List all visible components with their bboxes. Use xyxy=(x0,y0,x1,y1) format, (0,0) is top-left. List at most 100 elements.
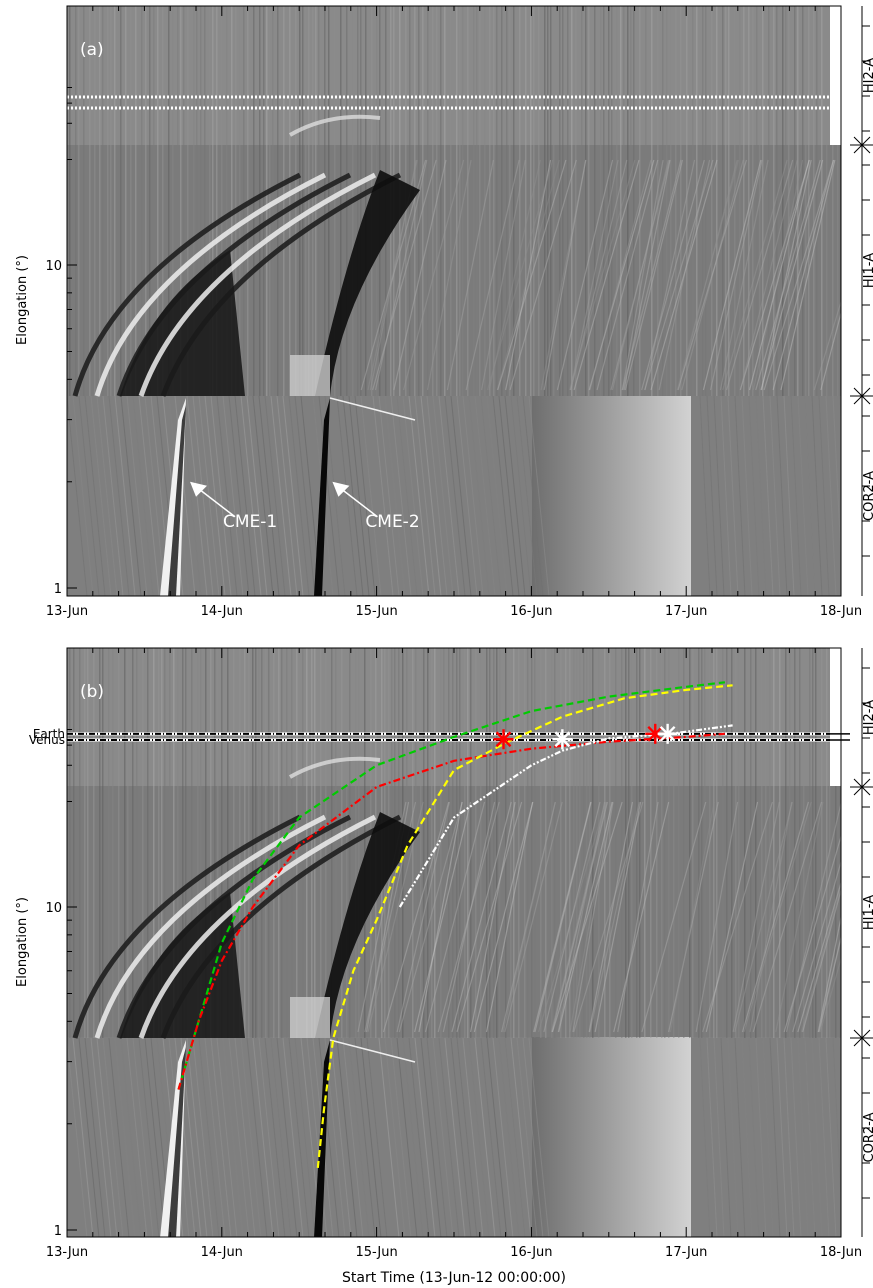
streak xyxy=(588,6,590,396)
streak xyxy=(396,1037,418,1237)
streak xyxy=(438,1037,460,1237)
streak xyxy=(543,801,601,1033)
streak xyxy=(366,1037,388,1237)
streak xyxy=(474,395,496,596)
streak xyxy=(817,914,841,1033)
streak xyxy=(794,6,796,396)
streak xyxy=(797,880,841,1033)
streak xyxy=(210,1037,232,1237)
streak xyxy=(772,159,835,391)
streak xyxy=(570,159,628,391)
streak xyxy=(496,648,498,1038)
streak xyxy=(538,6,540,396)
streak xyxy=(516,1037,538,1237)
streak xyxy=(633,6,635,396)
cme-1-front xyxy=(168,1047,186,1237)
streak xyxy=(725,6,727,396)
y-axis: 1 10 xyxy=(45,86,77,597)
streak xyxy=(296,648,298,1038)
x-axis: 13-Jun 14-Jun 15-Jun 16-Jun 17-Jun 18-Jun xyxy=(46,6,862,619)
panel-label: (b) xyxy=(80,682,104,702)
streak xyxy=(624,159,684,391)
streak xyxy=(414,6,416,396)
streak xyxy=(79,648,81,1038)
streak xyxy=(826,648,828,1038)
streak xyxy=(360,6,362,396)
reference-line-label: Venus xyxy=(29,733,65,747)
instrument-axis: HI2-A HI1-A COR2-A xyxy=(850,648,873,1237)
streak xyxy=(402,1037,424,1237)
streak xyxy=(318,6,320,396)
streak xyxy=(550,801,607,1033)
streak xyxy=(231,6,233,396)
x-tick-label: 15-Jun xyxy=(355,604,397,619)
streak xyxy=(783,395,795,596)
streak xyxy=(424,801,486,1033)
streak xyxy=(558,801,613,1033)
streak xyxy=(96,395,118,596)
streak xyxy=(644,159,696,391)
streak xyxy=(200,648,202,1038)
cor2-gap xyxy=(532,1037,691,1237)
streak xyxy=(698,648,700,1038)
streak xyxy=(443,648,445,1038)
streak xyxy=(756,6,758,396)
streak xyxy=(722,648,724,1038)
streak xyxy=(426,395,448,596)
streak xyxy=(641,801,707,1033)
streak xyxy=(340,6,342,396)
streak xyxy=(67,395,88,596)
streak xyxy=(114,6,116,396)
streak xyxy=(559,6,561,396)
streak xyxy=(265,648,267,1038)
streak xyxy=(589,648,591,1038)
streak xyxy=(510,648,512,1038)
streak xyxy=(186,1037,208,1237)
streak xyxy=(630,6,632,396)
streak xyxy=(393,159,447,391)
streak xyxy=(78,1037,100,1237)
cme-2-front xyxy=(289,114,381,137)
streak xyxy=(802,888,841,1033)
streak xyxy=(480,395,502,596)
streak xyxy=(739,6,741,396)
streak xyxy=(187,6,189,396)
streak xyxy=(748,1037,760,1237)
streak xyxy=(797,1037,809,1237)
streak xyxy=(422,6,424,396)
streak xyxy=(651,6,653,396)
streak xyxy=(504,1037,526,1237)
streak xyxy=(258,648,260,1038)
streak xyxy=(427,6,429,396)
streak xyxy=(726,648,728,1038)
streak xyxy=(378,1037,400,1237)
streak xyxy=(818,935,841,1033)
streak xyxy=(221,648,223,1038)
streak xyxy=(473,801,534,1033)
reference-lines xyxy=(67,732,830,742)
streak xyxy=(576,648,578,1038)
streak xyxy=(459,648,461,1038)
streak xyxy=(69,6,71,396)
streak xyxy=(142,648,144,1038)
streak xyxy=(692,648,694,1038)
streak xyxy=(750,648,752,1038)
streak xyxy=(611,159,670,391)
streak xyxy=(222,395,244,596)
streak xyxy=(741,395,753,596)
streak xyxy=(760,159,824,391)
streak xyxy=(681,159,744,391)
streak xyxy=(114,1037,136,1237)
cme-label: CME-2 xyxy=(365,512,419,532)
streak xyxy=(372,395,394,596)
streak xyxy=(372,159,437,391)
streak xyxy=(748,395,760,596)
cme-2-front xyxy=(315,170,420,396)
streak xyxy=(683,648,685,1038)
streak xyxy=(797,395,809,596)
streak xyxy=(135,6,137,396)
streak xyxy=(589,159,652,391)
streak xyxy=(408,1037,430,1237)
streak xyxy=(506,6,508,396)
streak xyxy=(240,1037,262,1237)
